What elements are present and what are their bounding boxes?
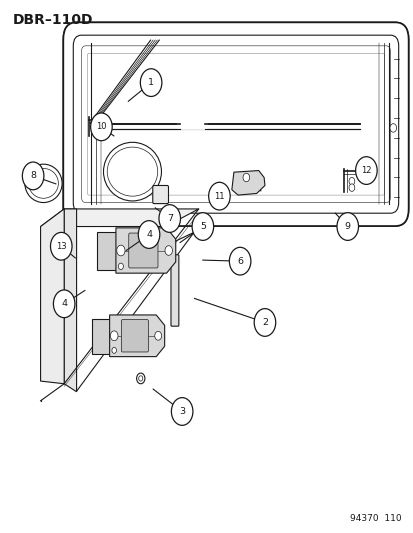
FancyBboxPatch shape bbox=[121, 320, 148, 352]
Circle shape bbox=[200, 225, 205, 231]
Polygon shape bbox=[40, 209, 198, 227]
Circle shape bbox=[22, 162, 44, 190]
Circle shape bbox=[336, 213, 358, 240]
Circle shape bbox=[154, 332, 161, 340]
Polygon shape bbox=[109, 315, 164, 357]
Circle shape bbox=[229, 247, 250, 275]
Circle shape bbox=[100, 124, 111, 138]
Circle shape bbox=[164, 246, 172, 255]
Text: 4: 4 bbox=[61, 300, 67, 308]
Circle shape bbox=[171, 398, 192, 425]
Text: 5: 5 bbox=[199, 222, 205, 231]
Text: 11: 11 bbox=[214, 192, 224, 200]
Circle shape bbox=[138, 376, 142, 381]
FancyBboxPatch shape bbox=[97, 232, 117, 271]
Circle shape bbox=[159, 205, 180, 232]
Circle shape bbox=[192, 213, 213, 240]
Text: 12: 12 bbox=[360, 166, 371, 175]
FancyBboxPatch shape bbox=[92, 319, 111, 354]
Circle shape bbox=[208, 182, 230, 210]
FancyBboxPatch shape bbox=[128, 233, 158, 268]
Circle shape bbox=[138, 221, 159, 248]
Circle shape bbox=[116, 245, 125, 256]
FancyBboxPatch shape bbox=[152, 185, 168, 204]
Text: DBR–110D: DBR–110D bbox=[12, 13, 93, 27]
FancyBboxPatch shape bbox=[63, 22, 408, 226]
Circle shape bbox=[118, 263, 123, 270]
Polygon shape bbox=[40, 209, 64, 384]
FancyBboxPatch shape bbox=[63, 22, 408, 226]
Circle shape bbox=[348, 184, 354, 191]
Circle shape bbox=[348, 177, 354, 185]
Polygon shape bbox=[116, 228, 176, 273]
Circle shape bbox=[140, 69, 161, 96]
Circle shape bbox=[355, 157, 376, 184]
Text: 2: 2 bbox=[261, 318, 267, 327]
Circle shape bbox=[136, 373, 145, 384]
Text: 13: 13 bbox=[56, 242, 66, 251]
Circle shape bbox=[102, 127, 108, 134]
Circle shape bbox=[50, 232, 72, 260]
Polygon shape bbox=[231, 171, 264, 195]
Circle shape bbox=[242, 173, 249, 182]
Circle shape bbox=[110, 331, 118, 341]
Text: 10: 10 bbox=[96, 123, 107, 131]
Circle shape bbox=[112, 348, 116, 353]
Text: 9: 9 bbox=[344, 222, 350, 231]
Text: 3: 3 bbox=[179, 407, 185, 416]
Text: 6: 6 bbox=[237, 257, 242, 265]
Text: 4: 4 bbox=[146, 230, 152, 239]
Polygon shape bbox=[64, 209, 76, 392]
Text: 7: 7 bbox=[166, 214, 172, 223]
Ellipse shape bbox=[103, 142, 161, 201]
Circle shape bbox=[53, 290, 75, 318]
Text: 94370  110: 94370 110 bbox=[349, 514, 401, 523]
Circle shape bbox=[254, 309, 275, 336]
Circle shape bbox=[90, 113, 112, 141]
Ellipse shape bbox=[25, 164, 62, 203]
Text: 8: 8 bbox=[30, 172, 36, 180]
Circle shape bbox=[389, 124, 396, 132]
Text: 1: 1 bbox=[148, 78, 154, 87]
FancyBboxPatch shape bbox=[171, 255, 178, 326]
